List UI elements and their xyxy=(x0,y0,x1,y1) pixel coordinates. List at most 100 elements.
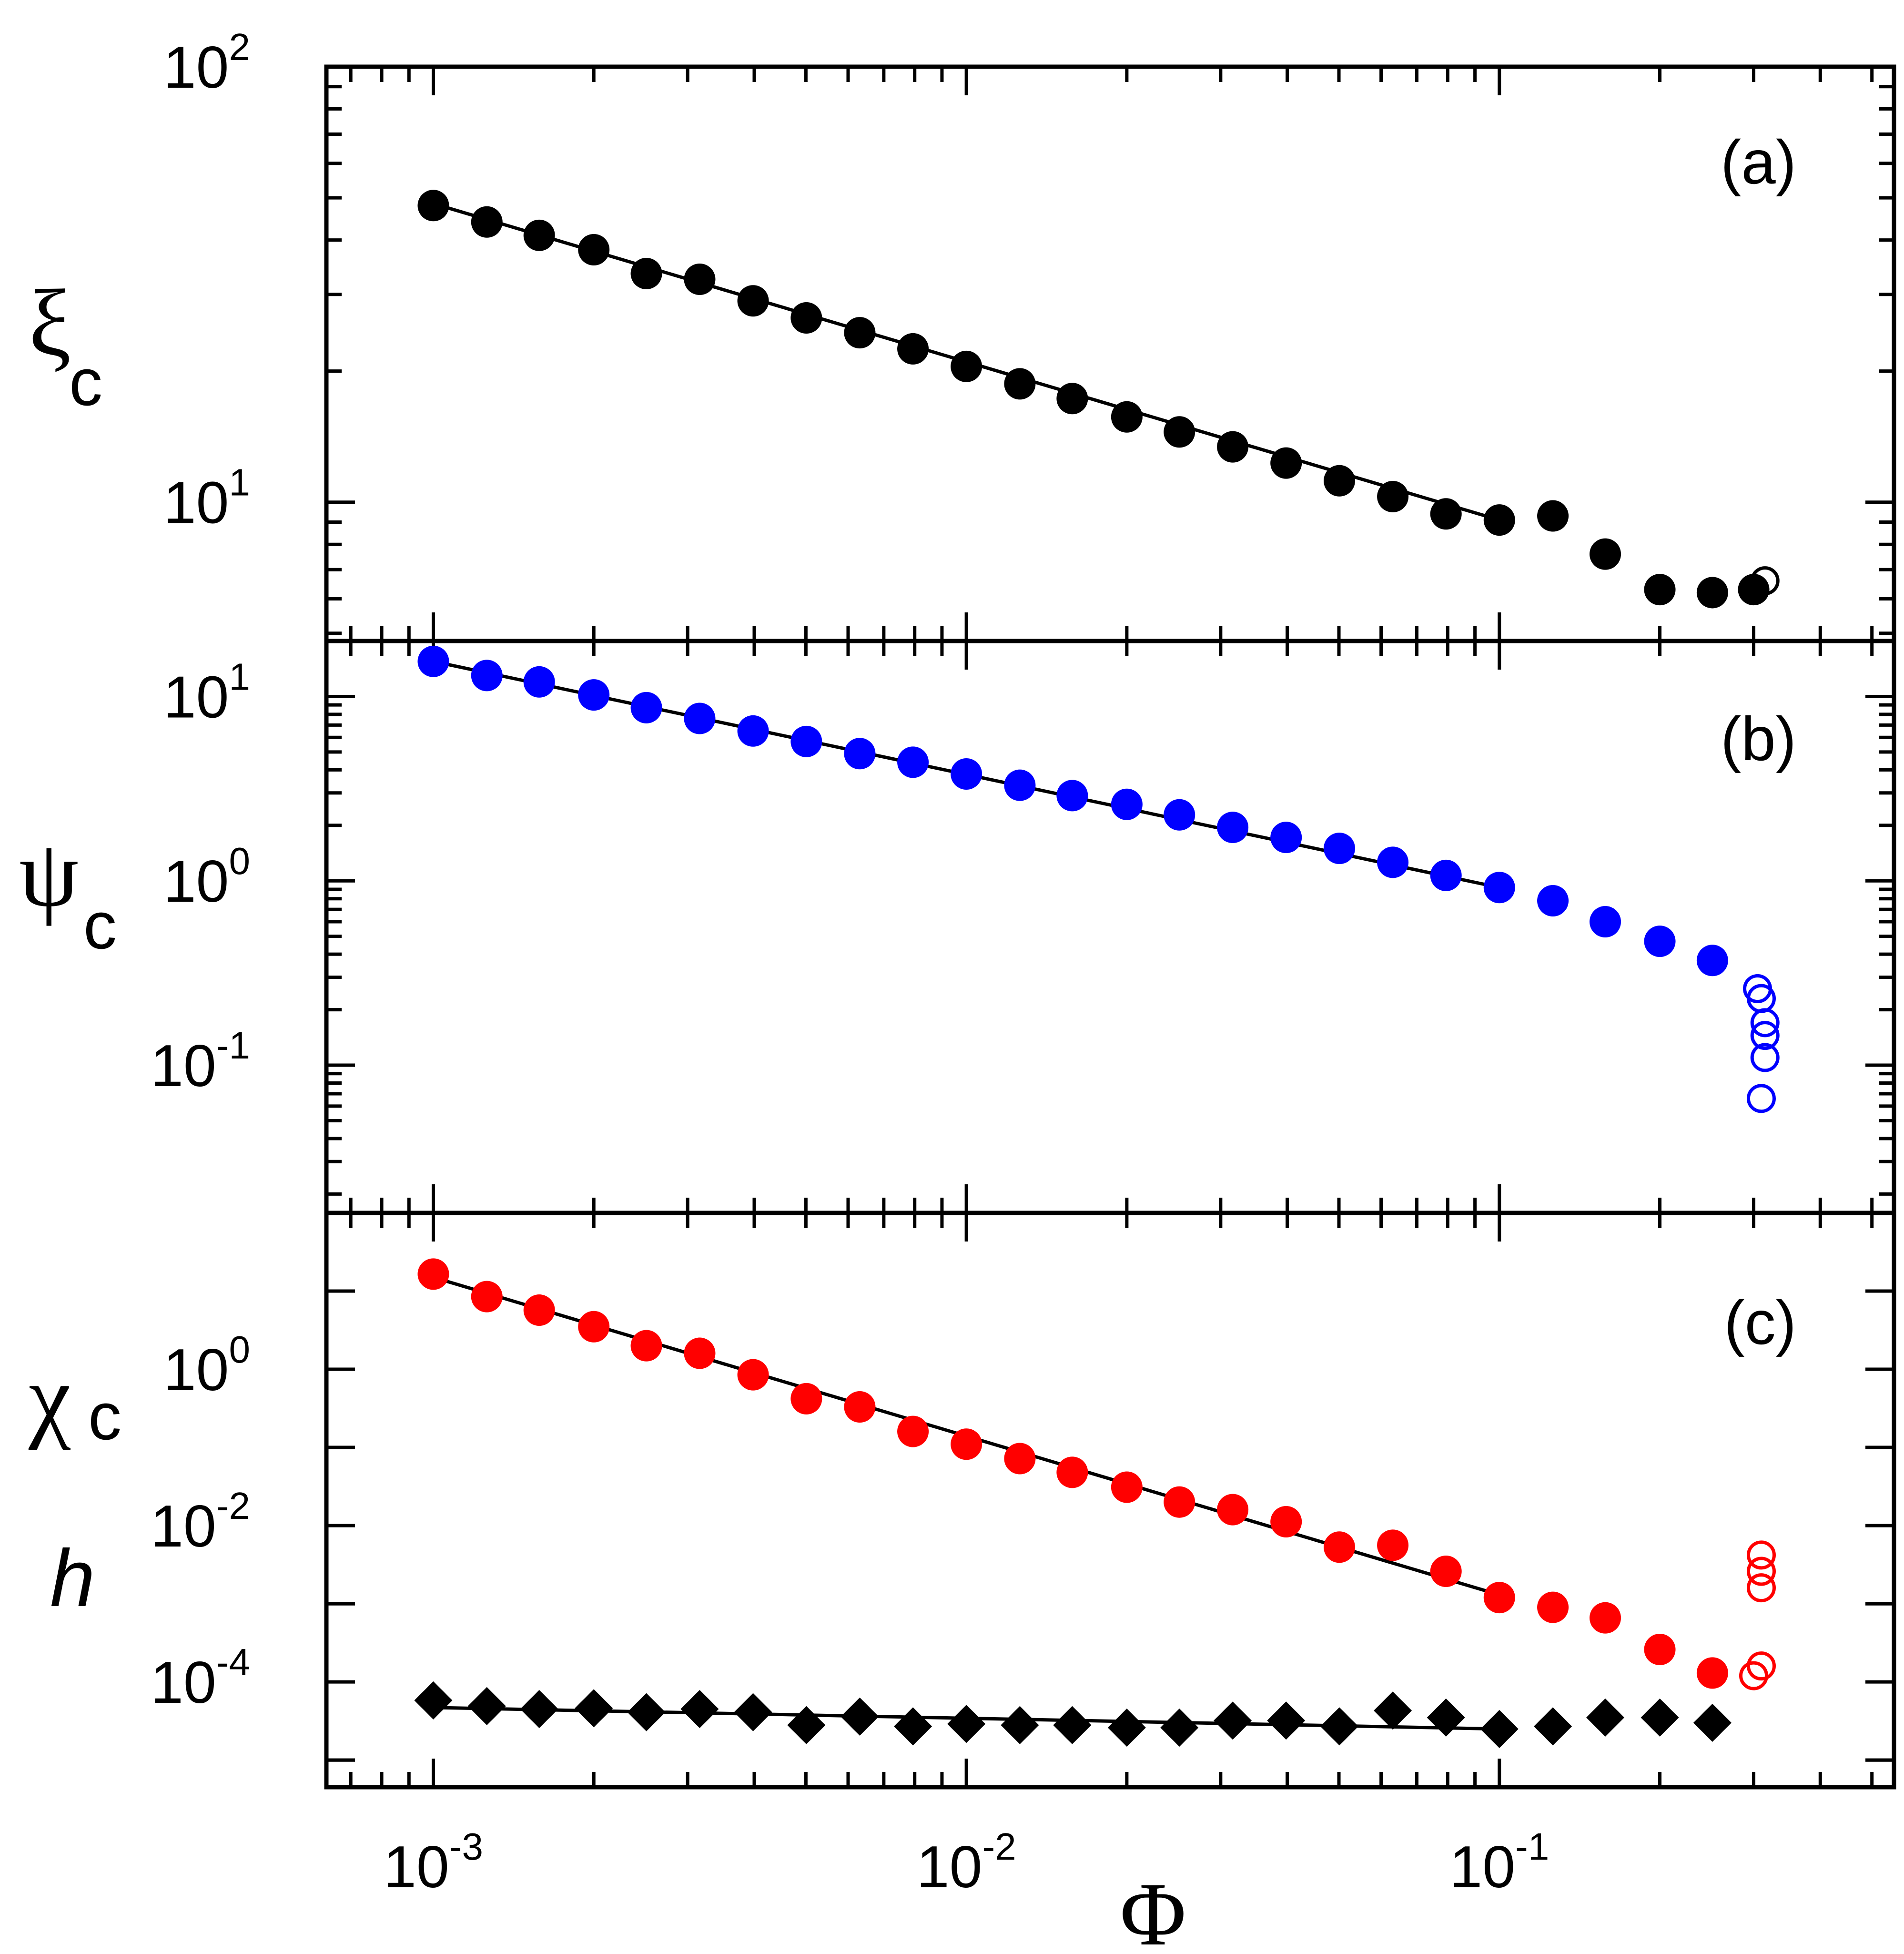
data-point-diamond xyxy=(1693,1703,1732,1742)
data-point-diamond xyxy=(414,1681,453,1720)
panel-a: 101 102 xyxy=(163,26,1896,643)
data-point xyxy=(471,1281,503,1313)
data-point xyxy=(844,1391,876,1423)
data-point xyxy=(1430,498,1462,530)
data-point-diamond xyxy=(680,1689,719,1728)
data-point xyxy=(684,702,716,734)
data-point xyxy=(630,1330,662,1362)
series-psi-c-open xyxy=(1743,974,1780,1113)
data-point-open xyxy=(1750,1008,1780,1038)
plot-frame xyxy=(324,1211,1896,1790)
data-point xyxy=(1430,1556,1462,1588)
data-point xyxy=(417,645,449,677)
data-point xyxy=(1324,833,1356,865)
data-point-open xyxy=(1746,1540,1776,1570)
x-tick-label: 10-3 xyxy=(384,1825,483,1900)
x-ticks xyxy=(349,641,1874,1213)
ylabel-chi-sub: c xyxy=(88,1379,122,1454)
x-ticks xyxy=(349,67,1874,641)
data-point xyxy=(578,679,610,711)
data-point-diamond xyxy=(1214,1701,1252,1740)
data-point xyxy=(1537,885,1569,916)
y-tick-label: 100 xyxy=(163,840,250,915)
data-point xyxy=(630,692,662,723)
data-point xyxy=(737,715,769,747)
data-point-diamond xyxy=(467,1687,506,1725)
data-point xyxy=(1590,538,1621,570)
data-point xyxy=(1644,1634,1676,1666)
y-tick-label: 10-1 xyxy=(151,1024,250,1099)
data-point xyxy=(684,264,716,295)
data-point xyxy=(578,1311,610,1343)
data-point xyxy=(1056,780,1088,812)
data-point-diamond xyxy=(947,1705,986,1743)
data-point xyxy=(1164,416,1195,448)
data-point xyxy=(790,302,822,334)
data-point xyxy=(844,738,876,770)
panel-a-label: (a) xyxy=(1721,127,1796,197)
data-point xyxy=(630,257,662,289)
series-chi-c-open xyxy=(1739,1540,1776,1690)
data-point-diamond xyxy=(1001,1706,1039,1744)
data-point xyxy=(523,219,555,251)
data-point xyxy=(417,1258,449,1290)
data-point xyxy=(897,746,929,778)
y-ticks xyxy=(326,639,1894,1196)
data-point xyxy=(1270,822,1302,854)
data-point-diamond xyxy=(1107,1709,1146,1747)
data-point xyxy=(471,660,503,692)
data-point xyxy=(1377,1529,1409,1561)
data-point xyxy=(1056,383,1088,415)
data-point xyxy=(1004,368,1036,400)
data-point xyxy=(897,333,929,365)
data-point xyxy=(471,206,503,238)
data-point xyxy=(1217,1494,1249,1526)
y-ticks xyxy=(326,65,1894,635)
data-point-open xyxy=(1739,1661,1769,1690)
data-point-open xyxy=(1746,1573,1776,1603)
data-point xyxy=(1590,906,1621,938)
data-point xyxy=(844,317,876,349)
data-point-diamond xyxy=(734,1693,772,1731)
data-point-diamond xyxy=(894,1707,932,1746)
data-point xyxy=(1483,1582,1515,1614)
panel-b: 10-1 100 101 xyxy=(151,639,1896,1215)
series-xi-c xyxy=(417,190,1770,609)
data-point-diamond xyxy=(1641,1698,1679,1737)
data-point xyxy=(951,1428,982,1460)
data-point xyxy=(1696,1657,1728,1689)
data-point xyxy=(1217,812,1249,844)
ylabel-xi-sub: c xyxy=(69,345,102,419)
ylabel-psi: ψ c xyxy=(19,821,117,963)
data-point xyxy=(1483,504,1515,536)
ylabel-chi-h: χ c h xyxy=(28,1345,122,1624)
data-point xyxy=(417,190,449,222)
data-point xyxy=(1056,1456,1088,1488)
data-point-diamond xyxy=(1586,1698,1625,1737)
y-tick-label: 101 xyxy=(163,461,250,536)
data-point-diamond xyxy=(1534,1707,1572,1746)
data-point xyxy=(1537,500,1569,532)
data-point xyxy=(737,285,769,317)
y-ticks xyxy=(326,1211,1894,1762)
data-point xyxy=(1324,465,1356,497)
ylabel-h: h xyxy=(50,1533,95,1624)
data-point-open xyxy=(1750,1043,1780,1072)
data-point xyxy=(1004,1443,1036,1475)
data-point xyxy=(1164,1486,1195,1518)
data-point xyxy=(790,725,822,757)
data-point-diamond xyxy=(575,1689,613,1728)
data-point xyxy=(951,758,982,790)
series-xi-c-open xyxy=(1750,566,1780,596)
panel-b-label: (b) xyxy=(1721,704,1796,773)
data-point xyxy=(1004,769,1036,801)
data-point xyxy=(1164,799,1195,831)
y-tick-label: 10-4 xyxy=(151,1641,250,1716)
panel-c-label: (c) xyxy=(1724,1288,1796,1357)
data-point-diamond xyxy=(1374,1691,1412,1730)
data-point xyxy=(790,1383,822,1415)
y-tick-label: 100 xyxy=(163,1328,250,1403)
y-tick-label: 101 xyxy=(163,655,250,730)
data-point-diamond xyxy=(1160,1709,1199,1747)
